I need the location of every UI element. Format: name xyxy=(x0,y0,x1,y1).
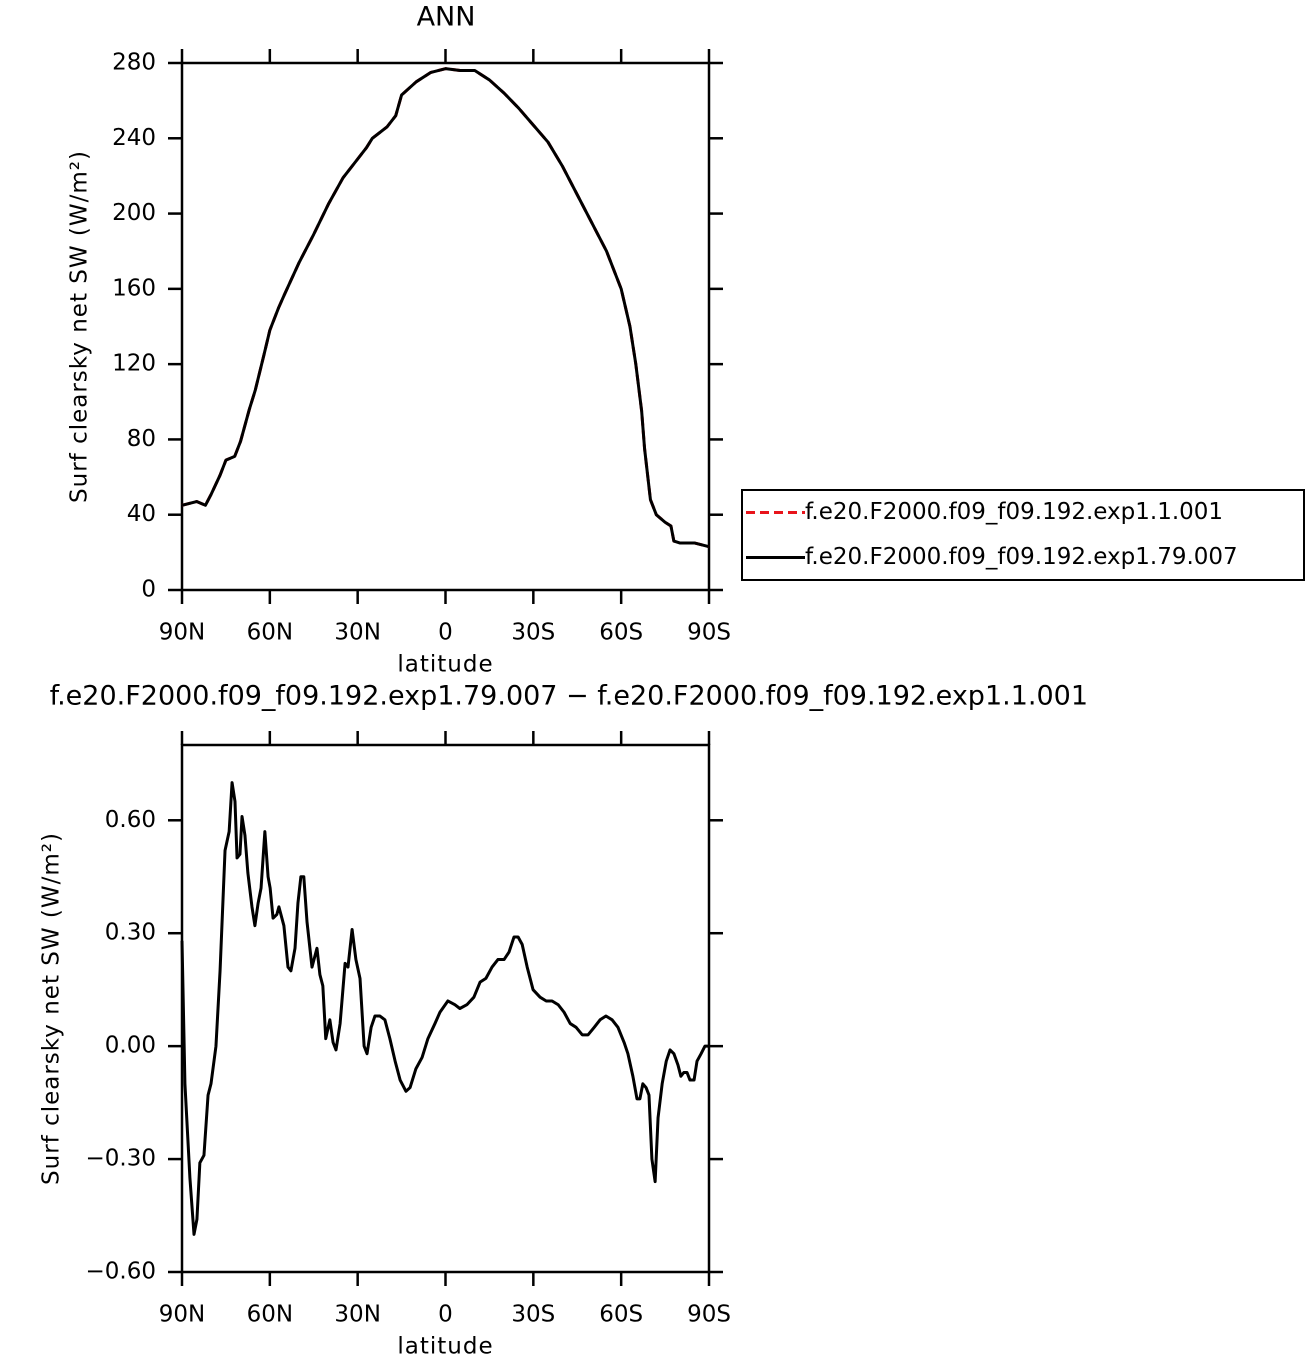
x-tick-label: 30N xyxy=(334,620,380,646)
x-tick-label: 30S xyxy=(511,1302,555,1328)
x-tick-label: 30S xyxy=(511,620,555,646)
data-line xyxy=(181,67,710,549)
x-tick-label: 90S xyxy=(687,620,731,646)
legend-label: f.e20.F2000.f09_f09.192.exp1.1.001 xyxy=(805,499,1223,525)
x-tick-label: 90S xyxy=(687,1302,731,1328)
data-line xyxy=(180,781,709,1236)
x-tick-label: 90N xyxy=(159,620,205,646)
y-tick-label: 200 xyxy=(112,200,156,226)
x-tick-label: 0 xyxy=(438,620,453,646)
y-tick-label: 0 xyxy=(141,577,156,603)
y-axis-label: Surf clearsky net SW (W/m²) xyxy=(39,832,65,1185)
x-tick-label: 30N xyxy=(334,1302,380,1328)
x-tick-label: 60N xyxy=(247,620,293,646)
chart-title: ANN xyxy=(417,2,476,33)
y-tick-label: −0.30 xyxy=(86,1146,156,1172)
y-tick-label: 40 xyxy=(127,501,156,527)
x-axis-label: latitude xyxy=(397,1334,493,1360)
y-tick-label: −0.60 xyxy=(86,1259,156,1285)
y-tick-label: 0.00 xyxy=(105,1033,156,1059)
x-tick-label: 60S xyxy=(599,1302,643,1328)
x-tick-label: 60S xyxy=(599,620,643,646)
legend-box xyxy=(741,489,1305,581)
y-tick-label: 80 xyxy=(127,426,156,452)
y-tick-label: 0.30 xyxy=(105,920,156,946)
y-tick-label: 0.60 xyxy=(105,807,156,833)
y-tick-label: 160 xyxy=(112,275,156,301)
x-tick-label: 0 xyxy=(438,1302,453,1328)
x-tick-label: 60N xyxy=(247,1302,293,1328)
legend-label: f.e20.F2000.f09_f09.192.exp1.79.007 xyxy=(805,544,1238,570)
x-axis-label: latitude xyxy=(397,652,493,678)
y-axis-label: Surf clearsky net SW (W/m²) xyxy=(67,150,93,503)
data-line xyxy=(181,67,710,549)
y-tick-label: 280 xyxy=(112,50,156,76)
plot-frame xyxy=(180,743,711,1274)
y-tick-label: 240 xyxy=(112,125,156,151)
x-tick-label: 90N xyxy=(159,1302,205,1328)
chart-title: f.e20.F2000.f09_f09.192.exp1.79.007 − f.… xyxy=(50,681,1088,712)
y-tick-label: 120 xyxy=(112,351,156,377)
